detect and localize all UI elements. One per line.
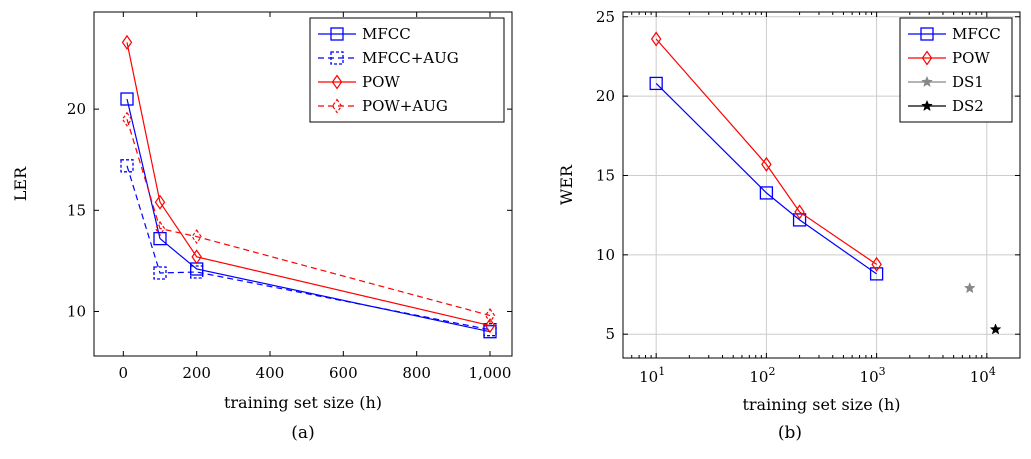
chart-b: 101 102 103 104 5 10 15 20 25 training set size (… [557,8,1021,443]
data-point [154,220,166,237]
data-point [649,76,663,91]
legend-marker [331,98,343,114]
legend-label: MFCC+AUG [362,49,459,67]
series-line [126,165,491,331]
series-ds2 [989,323,1002,335]
data-point [761,156,772,172]
series-pow [650,31,882,272]
x-axis-label: training set size (h) [224,393,382,412]
series-line [126,42,491,327]
series-mfcc [120,92,497,339]
x-tick-label: 0 [119,364,129,382]
y-tick-label: 5 [605,325,615,343]
y-tick-label: 10 [67,302,86,320]
x-tick-label: 104 [970,365,996,386]
legend-marker [921,50,933,66]
series-ds1 [963,281,976,294]
data-point [989,323,1002,335]
legend-label: DS1 [952,73,984,91]
series-pow [121,34,496,334]
y-axis-label: WER [557,164,576,205]
legend-marker [331,74,343,90]
y-tick-label: 20 [596,87,615,105]
data-point [121,111,133,127]
data-point [792,213,807,227]
data-point [154,194,166,210]
legend-label: POW+AUG [362,97,448,115]
series-pow-aug [121,111,496,324]
data-point [484,307,496,324]
x-tick-label: 600 [329,364,358,382]
legend-label: MFCC [952,25,1001,43]
series-line [126,98,491,333]
y-tick-label: 15 [67,201,86,219]
legend-marker [921,99,933,111]
plot-frame [93,11,513,357]
legend-marker [330,27,344,41]
y-tick-label: 15 [596,166,615,184]
x-tick-label: 102 [749,365,775,386]
series-mfcc [649,76,884,281]
data-point [484,318,496,334]
data-point [650,31,662,47]
legend: MFCC POW DS1 DS2 [899,17,1013,123]
data-point [794,204,805,220]
x-tick-label: 400 [256,364,285,382]
x-tick-label: 200 [182,364,211,382]
legend-label: POW [952,49,990,67]
data-point [191,229,202,245]
series-line [655,82,877,275]
data-point [869,267,884,281]
data-point [153,266,167,280]
y-axis-label: LER [11,166,30,201]
plot-frame [622,11,1021,359]
y-tick-label: 10 [596,246,615,264]
x-tick-label: 1,000 [469,364,512,382]
y-tick-label: 20 [67,100,86,118]
data-point [121,34,133,50]
series-mfcc-aug [120,159,497,337]
legend-box [899,17,1013,123]
series-line [126,119,491,317]
data-point [153,231,167,246]
legend-marker [921,75,933,87]
legend-box [309,17,505,123]
legend-label: DS2 [952,97,984,115]
panel-caption: (a) [291,423,314,443]
y-tick-label: 25 [596,8,615,26]
legend: MFCC MFCC+AUG POW POW+AUG [309,17,505,123]
x-tick-label: 800 [402,364,431,382]
data-point [191,249,202,265]
legend-label: MFCC [362,25,411,43]
data-point [120,92,134,106]
data-point [120,159,134,173]
x-tick-label: 103 [860,365,886,386]
x-axis-label: training set size (h) [742,395,900,414]
legend-marker [920,27,934,41]
x-tick-label: 101 [639,365,665,386]
data-point [190,265,204,279]
legend-marker [330,51,344,65]
panel-caption: (b) [778,423,802,443]
series-line [655,38,877,265]
data-point [871,256,882,272]
chart-a: 0 200 400 600 800 1,000 10 15 20 training set siz… [11,11,513,443]
legend-label: POW [362,73,400,91]
data-point [759,186,774,200]
data-point [483,323,497,337]
data-point [963,281,976,294]
